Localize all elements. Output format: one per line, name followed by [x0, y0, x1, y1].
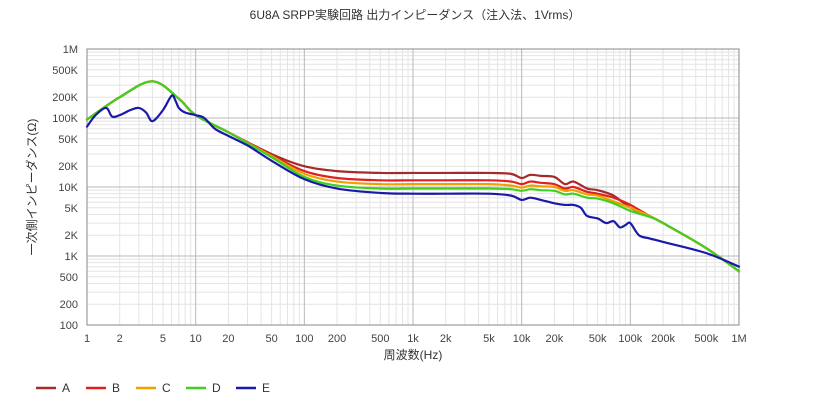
x-tick-label: 10: [190, 333, 202, 345]
y-tick-label: 20K: [58, 161, 78, 173]
x-tick-label: 5: [160, 333, 166, 345]
x-axis-ticks: 1 2 5 10 20 50 100 200 500 1k 2k 5k 10k 20k 50k 100k 200…: [84, 333, 747, 345]
x-axis-label: 周波数(Hz): [384, 347, 443, 362]
y-axis-ticks: 100 200 500 1K 2K 5K 10K 20K 50K 100K 200K 500K 1M: [52, 44, 78, 332]
x-tick-label: 2k: [440, 333, 452, 345]
x-tick-label: 10k: [513, 333, 531, 345]
x-tick-label: 5k: [483, 333, 495, 345]
x-tick-label: 1k: [407, 333, 419, 345]
y-tick-label: 1M: [63, 44, 78, 56]
y-tick-label: 500K: [52, 65, 78, 77]
series-line-e: [85, 94, 741, 268]
y-axis-label: 一次側インピーダンス(Ω): [24, 119, 39, 256]
y-tick-label: 200: [60, 299, 78, 311]
y-tick-label: 100: [60, 320, 78, 332]
x-tick-label: 200k: [651, 333, 675, 345]
chart-title: 6U8A SRPP実験回路 出力インピーダンス（注入法、1Vrms）: [250, 7, 581, 22]
plot-grid: [86, 48, 740, 326]
x-tick-label: 100: [295, 333, 313, 345]
x-tick-label: 500k: [694, 333, 718, 345]
x-tick-label: 500: [371, 333, 389, 345]
y-tick-label: 500: [60, 272, 78, 284]
x-tick-label: 20k: [546, 333, 564, 345]
legend-label-b: B: [112, 381, 120, 395]
legend-label-a: A: [62, 381, 70, 395]
legend-label-c: C: [162, 381, 171, 395]
y-tick-label: 50K: [58, 134, 78, 146]
legend-label-d: D: [212, 381, 221, 395]
x-tick-label: 20: [222, 333, 234, 345]
series-lines: [85, 80, 741, 273]
legend-label-e: E: [262, 381, 270, 395]
chart-legend: A B C D E: [36, 381, 270, 395]
x-tick-label: 1: [84, 333, 90, 345]
y-tick-label: 100K: [52, 113, 78, 125]
y-tick-label: 200K: [52, 92, 78, 104]
x-tick-label: 1M: [731, 333, 746, 345]
x-tick-label: 2: [117, 333, 123, 345]
x-tick-label: 200: [328, 333, 346, 345]
plot-frame: [86, 48, 740, 326]
x-tick-label: 50k: [589, 333, 607, 345]
y-tick-label: 2K: [65, 230, 79, 242]
y-tick-label: 10K: [58, 182, 78, 194]
y-tick-label: 5K: [65, 203, 79, 215]
x-tick-label: 50: [265, 333, 277, 345]
y-tick-label: 1K: [65, 251, 79, 263]
x-tick-label: 100k: [618, 333, 642, 345]
